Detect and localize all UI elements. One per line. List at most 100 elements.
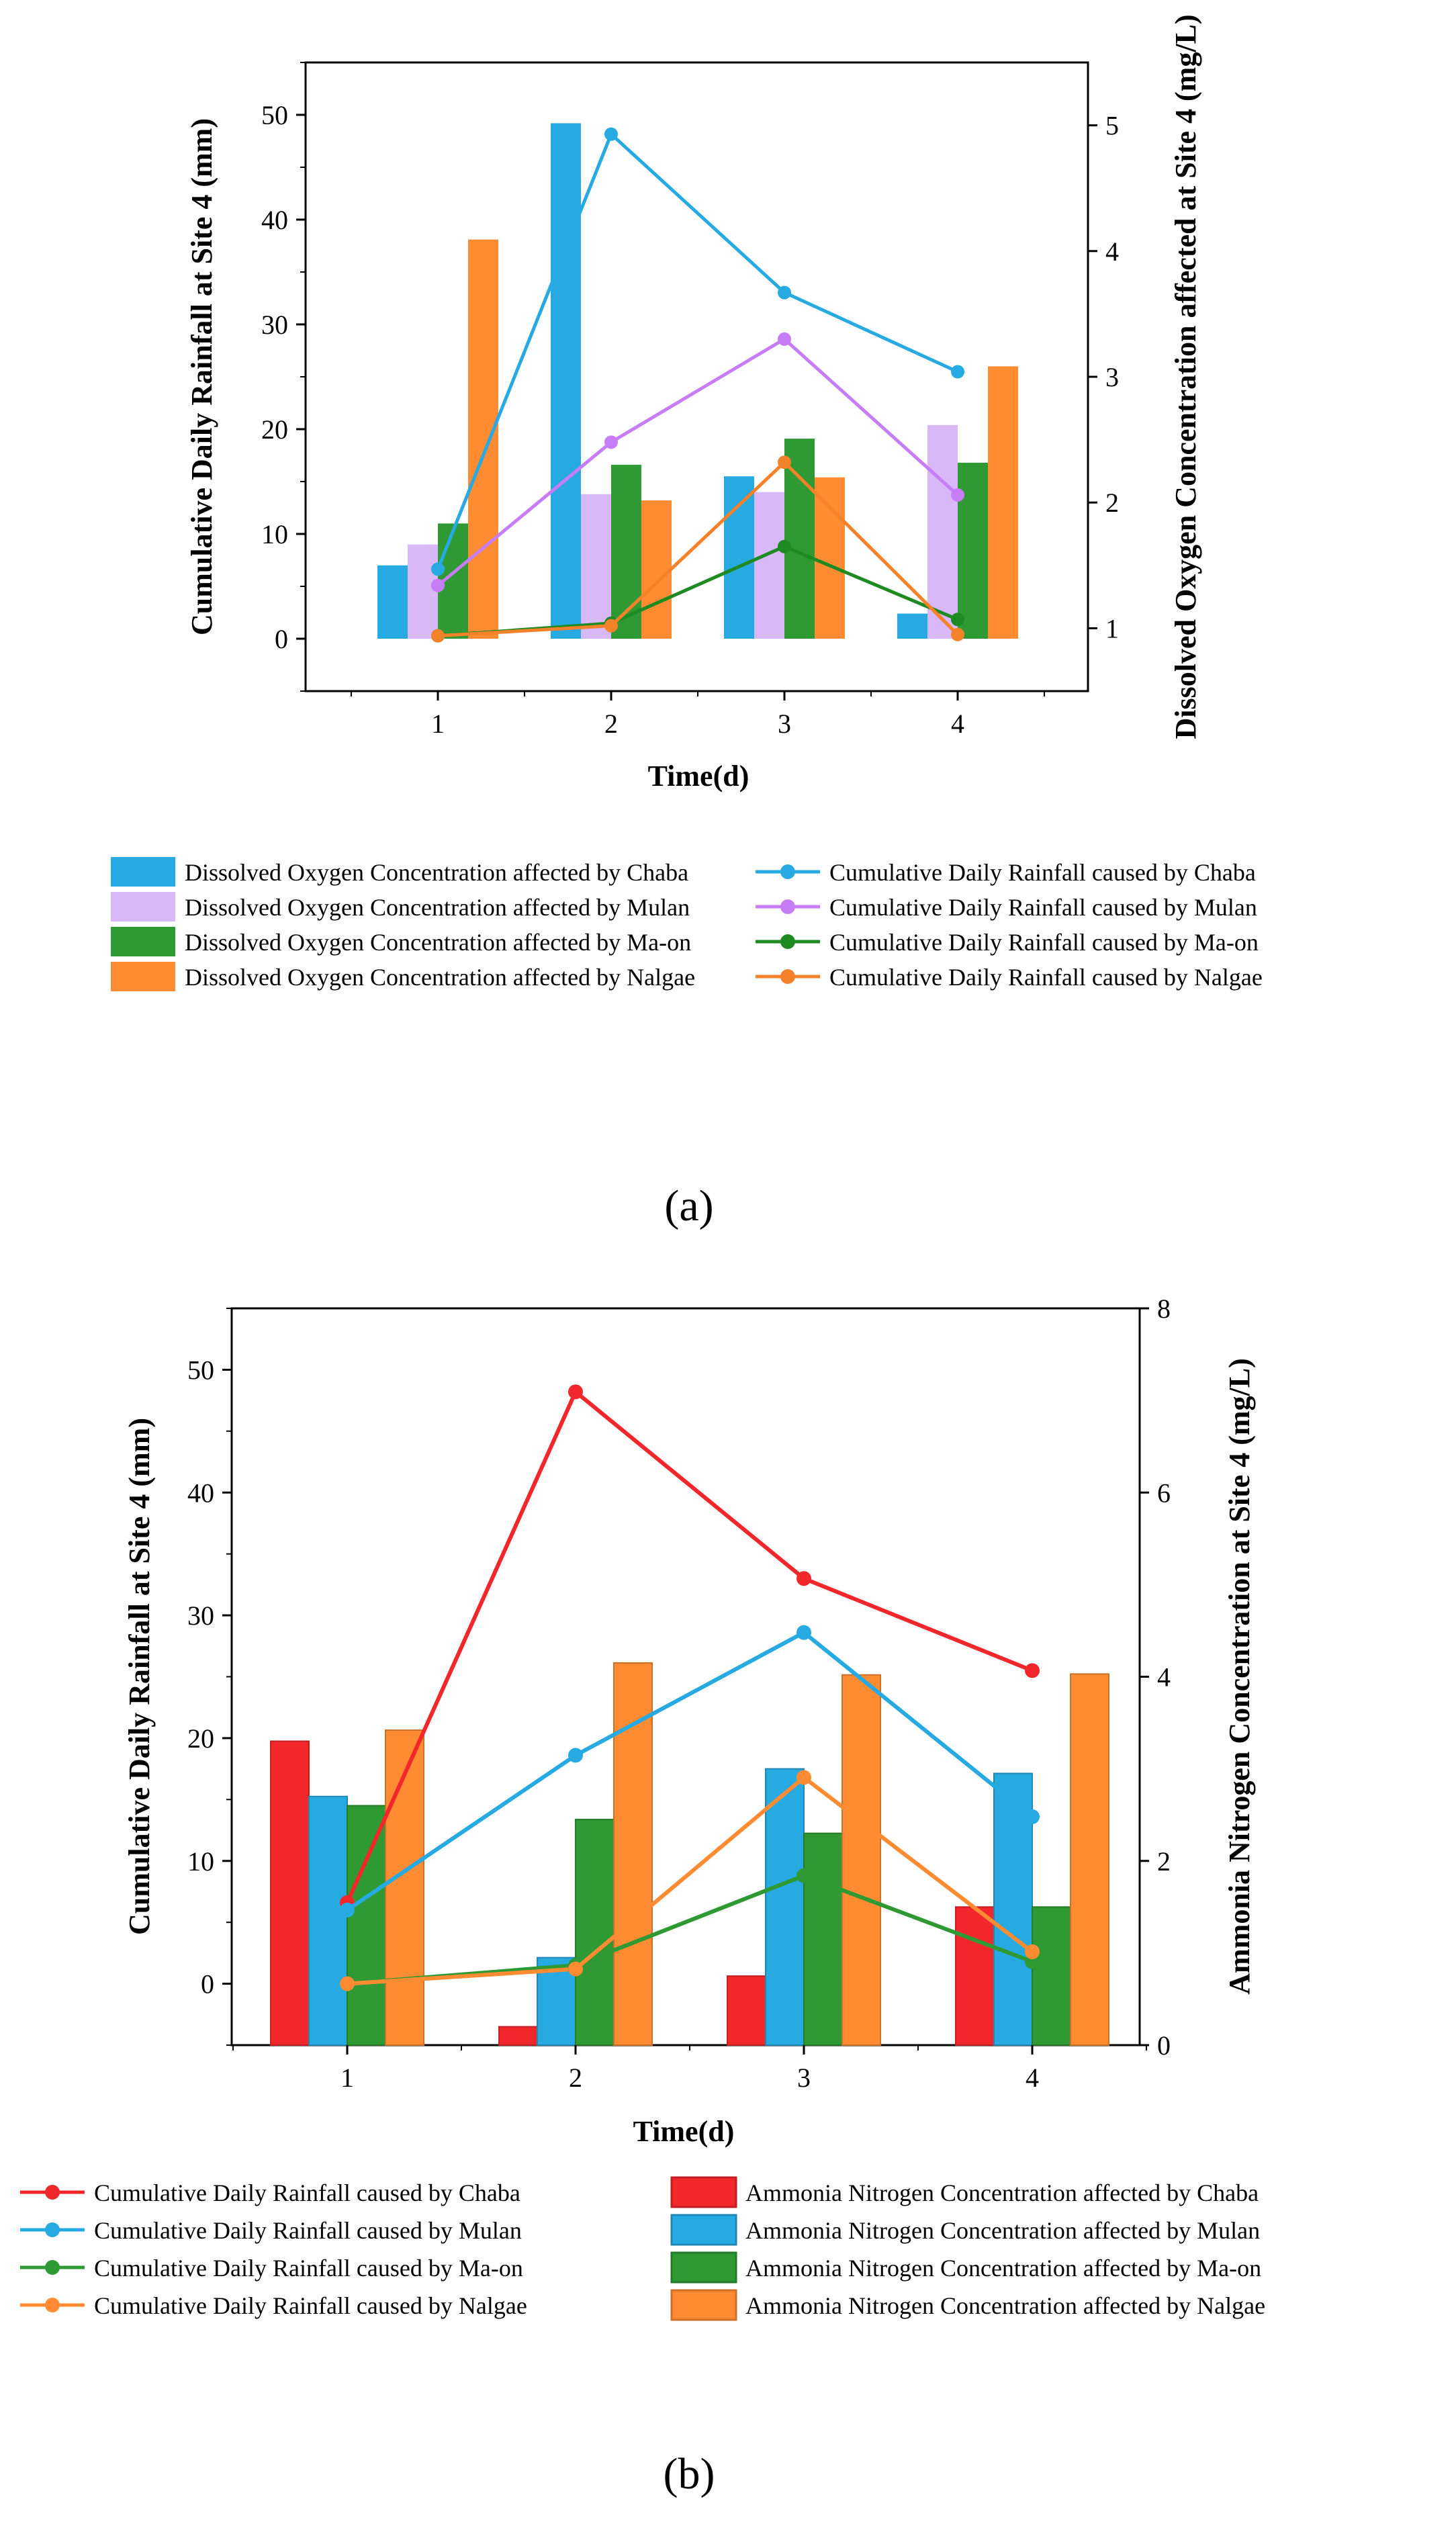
chart-a-legend-bar-swatch [111, 927, 175, 956]
chart-a-right-tick-label: 2 [1105, 488, 1119, 518]
chart-b-legend-label: Cumulative Daily Rainfall caused by Mula… [94, 2217, 522, 2244]
chart-b-legend-bar-swatch [670, 2214, 737, 2246]
chart-a-legend-bar-swatch [111, 892, 175, 921]
chart-b-ylabel-right: Ammonia Nitrogen Concentration at Site 4… [1223, 1358, 1256, 1995]
chart-a-line-point [951, 627, 964, 641]
chart-a-line-point [951, 365, 964, 379]
chart-a-ylabel-left: Cumulative Daily Rainfall at Site 4 (mm) [185, 118, 218, 635]
chart-b-legend-label: Cumulative Daily Rainfall caused by Nalg… [94, 2292, 527, 2319]
chart-b-right-tick-label: 4 [1157, 1662, 1171, 1693]
chart-a-legend-line-point [780, 899, 795, 914]
chart-b-line-point [1025, 1663, 1040, 1678]
chart-b-line [346, 1630, 1034, 1912]
chart-b-right-tick-label: 8 [1157, 1294, 1171, 1324]
chart-b-bar [347, 1805, 386, 2046]
chart-b-legend-line-point [45, 2298, 60, 2312]
chart-b-bar [385, 1729, 424, 2046]
chart-b-xlabel: Time(d) [633, 2115, 735, 2148]
chart-b-legend-label: Ammonia Nitrogen Concentration affected … [745, 2292, 1265, 2319]
chart-b-line-point [568, 1961, 583, 1977]
chart-a-x-tick-label: 4 [951, 709, 964, 739]
chart-a-right-tick-label: 5 [1105, 111, 1119, 141]
chart-b-x-tick-label: 3 [797, 2063, 811, 2093]
chart-a-left-tick-label: 30 [261, 310, 288, 340]
chart-b-bar [841, 1674, 881, 2046]
chart-a-legend-label: Cumulative Daily Rainfall caused by Ma-o… [829, 929, 1259, 956]
chart-a-line-point [604, 435, 618, 449]
chart-b-left-tick-label: 40 [187, 1478, 214, 1508]
chart-b-left-tick-label: 10 [187, 1846, 214, 1877]
chart-b-line [347, 1873, 1034, 1986]
chart-b-line-point [568, 1748, 583, 1763]
chart-a-line-point [431, 629, 445, 643]
chart-a-x-tick-label: 1 [431, 709, 445, 739]
chart-b-bar [955, 1906, 995, 2046]
chart-a-legend-label: Dissolved Oxygen Concentration affected … [185, 964, 695, 991]
chart-b-line-point [797, 1868, 811, 1883]
chart-a-left-tick-label: 50 [261, 100, 288, 130]
chart-b-bar [308, 1795, 348, 2046]
chart-a-line-point [604, 619, 618, 633]
chart-b-legend-label: Ammonia Nitrogen Concentration affected … [745, 2217, 1260, 2244]
chart-a-legend-line-point [780, 934, 795, 949]
chart-a-legend-bar-swatch [111, 857, 175, 887]
chart-a-bar [815, 477, 845, 639]
chart-b-legend: Cumulative Daily Rainfall caused by Chab… [20, 2176, 1265, 2321]
chart-a-legend-label: Dissolved Oxygen Concentration affected … [185, 929, 691, 956]
chart-a-legend-label: Cumulative Daily Rainfall caused by Chab… [829, 859, 1256, 886]
chart-a-x-tick-label: 3 [778, 709, 791, 739]
chart-b-ylabel-left: Cumulative Daily Rainfall at Site 4 (mm) [123, 1418, 156, 1935]
chart-b-x-tick-label: 1 [340, 2063, 354, 2093]
chart-b-legend-label: Cumulative Daily Rainfall caused by Chab… [94, 2179, 520, 2206]
chart-b-legend-bar-swatch [670, 2251, 737, 2284]
chart-a-xlabel: Time(d) [648, 760, 749, 793]
chart-a-x-tick-label: 2 [604, 709, 618, 739]
chart-a-line-point [604, 127, 618, 141]
chart-a-legend-label: Cumulative Daily Rainfall caused by Mula… [829, 894, 1257, 921]
chart-a-bar [754, 492, 784, 639]
chart-a-right-tick-label: 4 [1105, 236, 1119, 267]
chart-b-right-tick-label: 2 [1157, 1846, 1171, 1877]
chart-b-legend-bar-swatch [670, 2176, 737, 2208]
chart-b-right-tick-label: 6 [1157, 1478, 1171, 1508]
chart-b-legend-line-point [45, 2222, 60, 2237]
chart-a-ylabel-right: Dissolved Oxygen Concentration affected … [1169, 14, 1202, 739]
chart-a-bar [641, 500, 672, 639]
chart-a-bar [468, 239, 498, 639]
chart-a-line-point [951, 613, 964, 627]
chart-b-bar [575, 1819, 615, 2046]
chart-b-bar [803, 1832, 843, 2046]
chart-a-legend-line-point [780, 969, 795, 984]
chart-b-left-tick-label: 20 [187, 1723, 214, 1754]
chart-a-line-point [951, 488, 964, 502]
chart-b-line-point [797, 1770, 811, 1785]
chart-a-bar [897, 613, 927, 639]
chart-b: 0 10 20 30 40 50 0 2 4 6 8 1 2 3 4 Time(d) Cumulative … [20, 1294, 1265, 2498]
chart-b-bar [727, 1975, 766, 2046]
chart-a-line [437, 336, 959, 587]
chart-a-line-point [778, 332, 791, 346]
chart-b-bar [270, 1740, 310, 2046]
chart-b-panel-label: (b) [664, 2449, 715, 2498]
chart-a-right-tick-label: 3 [1105, 362, 1119, 392]
chart-b-left-tick-label: 30 [187, 1601, 214, 1631]
chart-a-legend-line-point [780, 864, 795, 879]
chart-a-line-point [431, 578, 445, 592]
chart-b-line-point [797, 1571, 811, 1586]
chart-a-right-tick-label: 1 [1105, 613, 1119, 643]
chart-a-left-tick-label: 40 [261, 205, 288, 235]
chart-a-legend-label: Dissolved Oxygen Concentration affected … [185, 894, 690, 921]
chart-a-bar [377, 565, 408, 639]
chart-a-bar [724, 476, 754, 639]
chart-b-left-tick-label: 0 [201, 1969, 214, 1999]
chart-b-line-point [340, 1976, 355, 1991]
chart-b-x-tick-label: 2 [569, 2063, 582, 2093]
chart-a-line-point [778, 539, 791, 553]
chart-a-line-point [778, 285, 791, 300]
chart-a-bar [784, 439, 815, 639]
chart-b-line-point [340, 1902, 355, 1918]
chart-b-bar [498, 2026, 538, 2046]
chart-a-bar [927, 424, 958, 639]
chart-b-legend-line-point [45, 2260, 60, 2275]
